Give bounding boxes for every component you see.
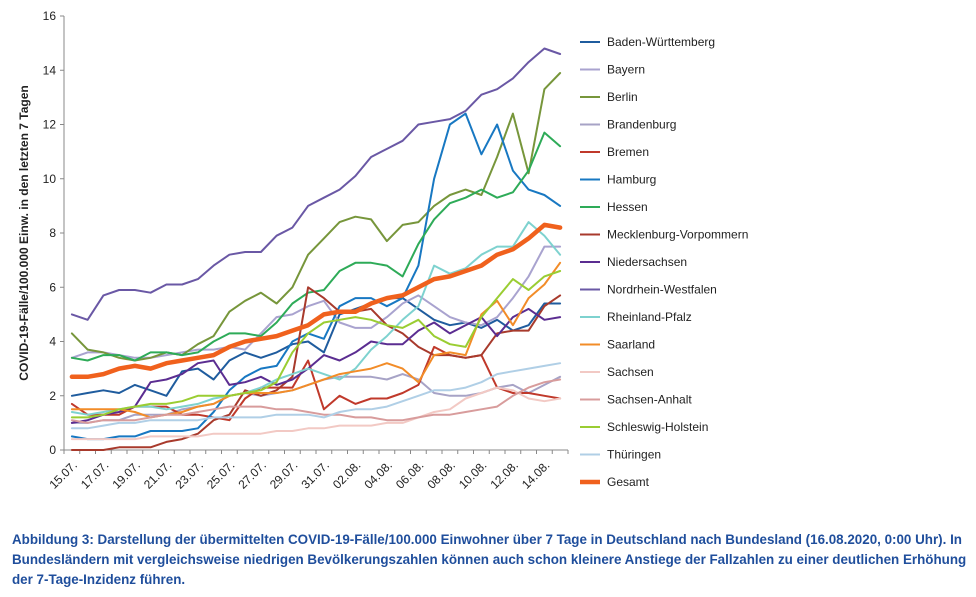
legend-label-berlin: Berlin bbox=[607, 90, 638, 104]
legend-label-sachsen: Sachsen bbox=[607, 365, 654, 379]
series-line-hamburg bbox=[70, 112, 562, 441]
series-line-sachsen-anhalt bbox=[70, 378, 562, 424]
x-tick-label: 21.07. bbox=[141, 458, 174, 491]
x-tick-label: 15.07. bbox=[46, 458, 79, 491]
y-tick-label: 12 bbox=[43, 118, 57, 132]
series-line-gesamt bbox=[69, 222, 563, 380]
legend-label-schleswig-holstein: Schleswig-Holstein bbox=[607, 420, 708, 434]
y-tick-label: 2 bbox=[49, 389, 56, 403]
x-tick-label: 23.07. bbox=[172, 458, 205, 491]
y-tick-label: 8 bbox=[49, 226, 56, 240]
legend-label-hessen: Hessen bbox=[607, 200, 648, 214]
x-tick-label: 02.08. bbox=[330, 458, 363, 491]
x-tick-label: 12.08. bbox=[487, 458, 520, 491]
legend-label-brandenburg: Brandenburg bbox=[607, 118, 676, 132]
series-line-schleswig-holstein bbox=[70, 270, 562, 419]
y-tick-label: 16 bbox=[43, 9, 57, 23]
y-axis-label: COVID-19-Fälle/100.000 Einw. in den letz… bbox=[17, 85, 31, 380]
legend-label-niedersachsen: Niedersachsen bbox=[607, 255, 687, 269]
x-tick-label: 31.07. bbox=[298, 458, 331, 491]
legend-label-mecklenburg-vorpommern: Mecklenburg-Vorpommern bbox=[607, 228, 748, 242]
series-line-saarland bbox=[70, 261, 562, 419]
series-line-berlin bbox=[70, 72, 562, 362]
series-line-hessen bbox=[70, 131, 562, 362]
x-tick-label: 25.07. bbox=[204, 458, 237, 491]
y-tick-label: 0 bbox=[49, 443, 56, 457]
x-tick-label: 17.07. bbox=[78, 458, 111, 491]
legend-label-bayern: Bayern bbox=[607, 63, 645, 77]
x-tick-label: 27.07. bbox=[235, 458, 268, 491]
x-tick-label: 08.08. bbox=[424, 458, 457, 491]
legend-label-gesamt: Gesamt bbox=[607, 475, 650, 489]
series-line-baden-württemberg bbox=[70, 297, 562, 397]
legend-label-rheinland-pfalz: Rheinland-Pfalz bbox=[607, 310, 692, 324]
legend-label-bremen: Bremen bbox=[607, 145, 649, 159]
legend-label-nordrhein-westfalen: Nordrhein-Westfalen bbox=[607, 283, 717, 297]
y-tick-label: 14 bbox=[43, 63, 57, 77]
series-line-nordrhein-westfalen bbox=[70, 47, 562, 321]
legend-label-saarland: Saarland bbox=[607, 338, 655, 352]
x-tick-label: 29.07. bbox=[267, 458, 300, 491]
x-tick-label: 10.08. bbox=[456, 458, 489, 491]
x-tick-label: 14.08. bbox=[519, 458, 552, 491]
series-line-thüringen bbox=[70, 362, 562, 430]
x-tick-label: 04.08. bbox=[361, 458, 394, 491]
series-line-mecklenburg-vorpommern bbox=[70, 286, 562, 451]
legend-label-thüringen: Thüringen bbox=[607, 448, 661, 462]
legend-label-sachsen-anhalt: Sachsen-Anhalt bbox=[607, 393, 692, 407]
legend-label-hamburg: Hamburg bbox=[607, 173, 656, 187]
legend-label-baden-württemberg: Baden-Württemberg bbox=[607, 35, 715, 49]
figure-caption: Abbildung 3: Darstellung der übermittelt… bbox=[12, 532, 967, 587]
y-tick-label: 6 bbox=[49, 280, 56, 294]
series-line-rheinland-pfalz bbox=[70, 221, 562, 416]
y-tick-label: 10 bbox=[43, 172, 57, 186]
line-chart-svg: 0 2 4 6 8 10 12 14 16 15.07.17.07.19.07.21.07.23.… bbox=[17, 9, 748, 492]
x-tick-label: 19.07. bbox=[109, 458, 142, 491]
y-tick-label: 4 bbox=[49, 335, 56, 349]
series-line-sachsen bbox=[70, 386, 562, 441]
x-tick-label: 06.08. bbox=[393, 458, 426, 491]
chart: 0 2 4 6 8 10 12 14 16 15.07. 17.07. 19.07. 21.07. 23.… bbox=[17, 9, 748, 492]
